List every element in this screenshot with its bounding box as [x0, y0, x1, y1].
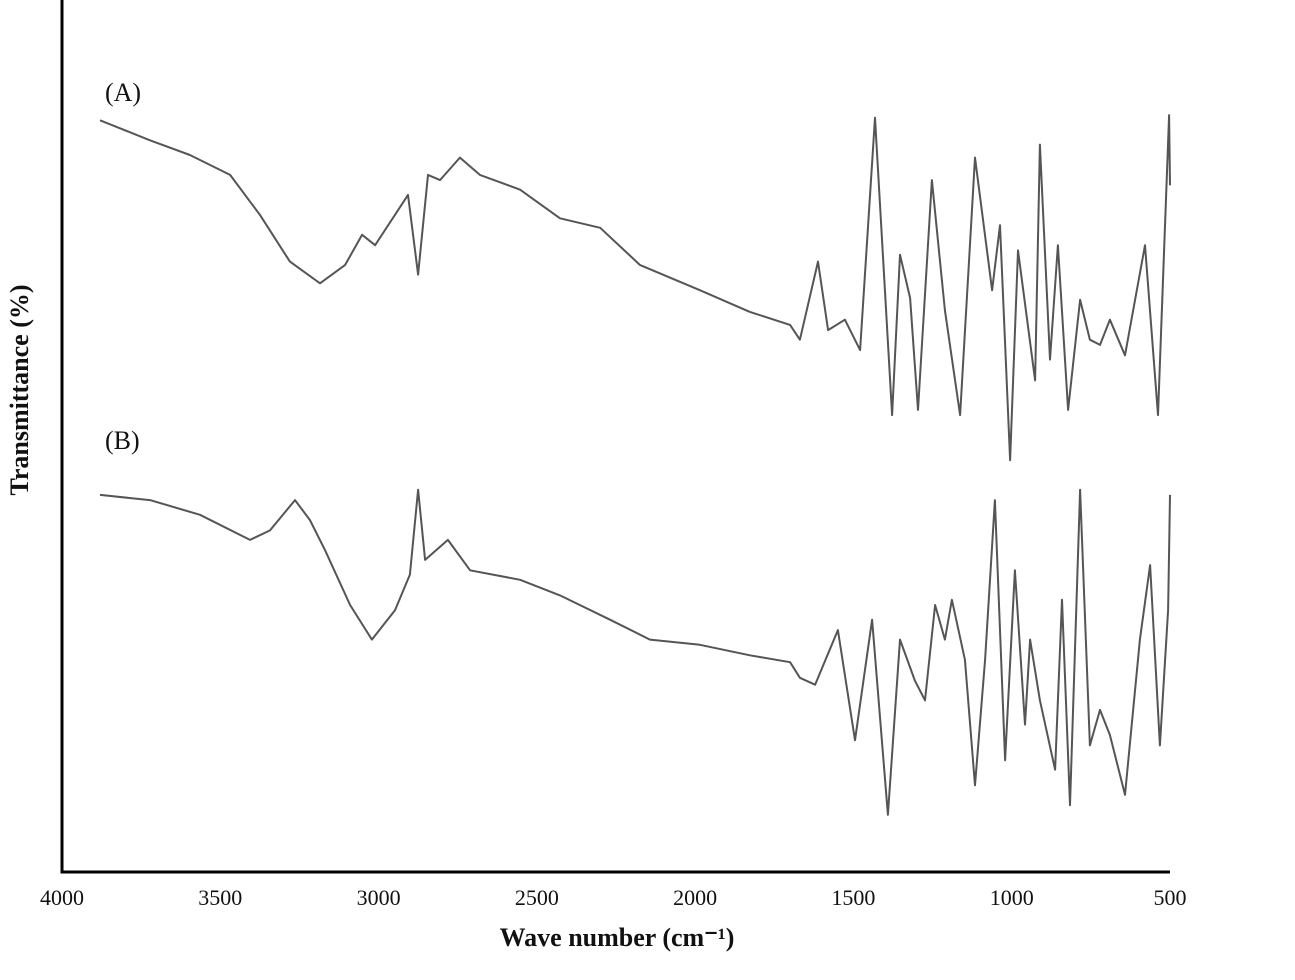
series-annotation: (B) — [105, 426, 140, 455]
x-tick-label: 500 — [1154, 885, 1187, 910]
x-tick-label: 2500 — [515, 885, 559, 910]
x-tick-label: 2000 — [673, 885, 717, 910]
x-tick-label: 1000 — [990, 885, 1034, 910]
x-axis-title: Wave number (cm⁻¹) — [500, 923, 735, 952]
x-tick-label: 4000 — [40, 885, 84, 910]
x-tick-label: 3500 — [198, 885, 242, 910]
x-tick-label: 3000 — [357, 885, 401, 910]
series-annotation: (A) — [105, 78, 141, 107]
y-axis-title: Transmittance (%) — [5, 284, 34, 495]
x-tick-label: 1500 — [831, 885, 875, 910]
spectrum-line — [99, 488, 1171, 816]
spectrum-line — [99, 114, 1171, 462]
